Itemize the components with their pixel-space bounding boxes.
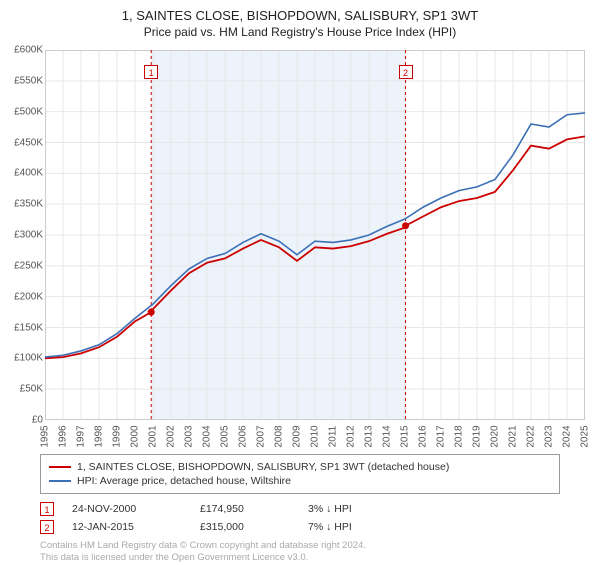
x-tick-label: 2022 <box>526 425 537 447</box>
sale-marker-box: 1 <box>144 65 158 79</box>
sale-marker-box: 2 <box>399 65 413 79</box>
x-tick-label: 1996 <box>58 425 69 447</box>
legend-row: HPI: Average price, detached house, Wilt… <box>49 475 551 487</box>
x-tick-label: 2016 <box>418 425 429 447</box>
y-tick-label: £150K <box>3 322 43 333</box>
title-address: 1, SAINTES CLOSE, BISHOPDOWN, SALISBURY,… <box>0 8 600 23</box>
x-tick-label: 1997 <box>76 425 87 447</box>
x-tick-label: 2013 <box>364 425 375 447</box>
title-block: 1, SAINTES CLOSE, BISHOPDOWN, SALISBURY,… <box>0 0 600 43</box>
sales-row: 1 24-NOV-2000 £174,950 3% ↓ HPI <box>40 500 560 518</box>
x-tick-label: 2005 <box>220 425 231 447</box>
x-tick-label: 2020 <box>490 425 501 447</box>
x-tick-label: 2004 <box>202 425 213 447</box>
y-tick-label: £200K <box>3 291 43 302</box>
legend-swatch <box>49 466 71 468</box>
sales-delta: 3% ↓ HPI <box>308 503 352 515</box>
chart-container: 1, SAINTES CLOSE, BISHOPDOWN, SALISBURY,… <box>0 0 600 560</box>
x-tick-label: 2000 <box>130 425 141 447</box>
sales-delta: 7% ↓ HPI <box>308 521 352 533</box>
x-tick-label: 2001 <box>148 425 159 447</box>
x-tick-label: 2012 <box>346 425 357 447</box>
y-tick-label: £350K <box>3 199 43 210</box>
y-tick-label: £250K <box>3 260 43 271</box>
legend-label: HPI: Average price, detached house, Wilt… <box>77 475 291 487</box>
sales-price: £315,000 <box>200 521 290 533</box>
x-tick-label: 2003 <box>184 425 195 447</box>
y-tick-label: £450K <box>3 137 43 148</box>
sales-table: 1 24-NOV-2000 £174,950 3% ↓ HPI 2 12-JAN-2015… <box>40 500 560 536</box>
x-tick-label: 2023 <box>544 425 555 447</box>
y-tick-label: £100K <box>3 353 43 364</box>
y-tick-label: £500K <box>3 106 43 117</box>
sales-row: 2 12-JAN-2015 £315,000 7% ↓ HPI <box>40 518 560 536</box>
legend-area: 1, SAINTES CLOSE, BISHOPDOWN, SALISBURY,… <box>40 454 560 565</box>
y-tick-label: £50K <box>3 384 43 395</box>
x-tick-label: 2017 <box>436 425 447 447</box>
sales-marker: 1 <box>40 502 54 516</box>
x-tick-label: 2011 <box>328 426 339 448</box>
y-tick-label: £600K <box>3 45 43 56</box>
x-tick-label: 2024 <box>562 425 573 447</box>
chart-svg <box>45 50 585 420</box>
x-tick-label: 2019 <box>472 425 483 447</box>
legend-swatch <box>49 480 71 482</box>
attribution-line1: Contains HM Land Registry data © Crown c… <box>40 540 560 552</box>
x-tick-label: 2007 <box>256 425 267 447</box>
sales-marker: 2 <box>40 520 54 534</box>
sales-date: 24-NOV-2000 <box>72 503 182 515</box>
legend-box: 1, SAINTES CLOSE, BISHOPDOWN, SALISBURY,… <box>40 454 560 494</box>
x-tick-label: 1999 <box>112 425 123 447</box>
y-tick-label: £300K <box>3 230 43 241</box>
title-subtitle: Price paid vs. HM Land Registry's House … <box>0 25 600 39</box>
legend-row: 1, SAINTES CLOSE, BISHOPDOWN, SALISBURY,… <box>49 461 551 473</box>
attribution-line2: This data is licensed under the Open Gov… <box>40 552 560 564</box>
legend-label: 1, SAINTES CLOSE, BISHOPDOWN, SALISBURY,… <box>77 461 449 473</box>
x-tick-label: 1998 <box>94 425 105 447</box>
y-tick-label: £550K <box>3 75 43 86</box>
y-tick-label: £0 <box>3 415 43 426</box>
sales-price: £174,950 <box>200 503 290 515</box>
x-tick-label: 2018 <box>454 425 465 447</box>
x-tick-label: 2006 <box>238 425 249 447</box>
y-tick-label: £400K <box>3 168 43 179</box>
x-tick-label: 2021 <box>508 425 519 447</box>
attribution: Contains HM Land Registry data © Crown c… <box>40 540 560 565</box>
x-tick-label: 2025 <box>580 425 591 447</box>
x-tick-label: 2010 <box>310 425 321 447</box>
x-tick-label: 2002 <box>166 425 177 447</box>
x-tick-label: 2014 <box>382 425 393 447</box>
x-tick-label: 2015 <box>400 425 411 447</box>
x-tick-label: 1995 <box>40 425 51 447</box>
sales-date: 12-JAN-2015 <box>72 521 182 533</box>
x-tick-label: 2008 <box>274 425 285 447</box>
x-tick-label: 2009 <box>292 425 303 447</box>
chart-area: £0£50K£100K£150K£200K£250K£300K£350K£400… <box>45 50 585 420</box>
